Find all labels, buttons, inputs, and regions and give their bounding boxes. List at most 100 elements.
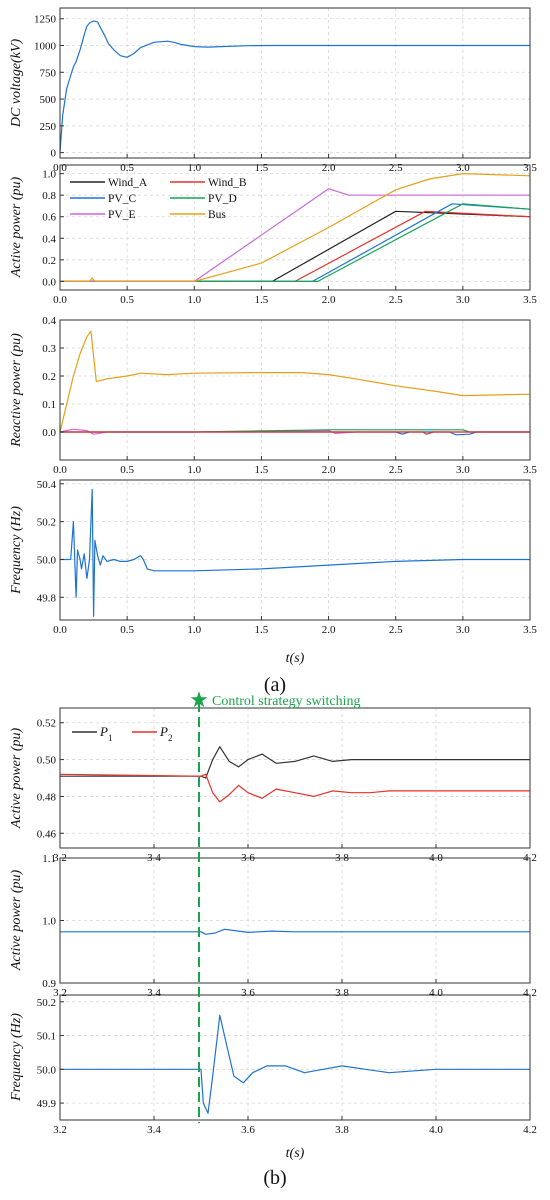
y-axis-label: Active power (pu) — [9, 728, 24, 830]
x-axis-label-a: t(s) — [286, 651, 305, 666]
x-tick-label: 3.8 — [335, 987, 349, 999]
x-tick-label: 1.5 — [255, 624, 269, 636]
plot-frame — [59, 994, 531, 1121]
y-tick-label: 250 — [40, 121, 57, 133]
x-tick-label: 3.8 — [335, 1124, 349, 1136]
series-line-a1-0 — [60, 20, 530, 153]
chart-panel-b3: 3.2 3.4 3.6 3.8 4.0 4.2 49.9 50.0 50.1 50.2 Freque… — [9, 994, 537, 1136]
y-tick-label: 0.50 — [37, 755, 57, 767]
series-line-a3-0 — [60, 330, 530, 433]
legend-item-label: PV_D — [208, 193, 237, 205]
y-axis-label: DC voltage(kV) — [9, 39, 24, 129]
y-tick-label: 1.0 — [42, 169, 56, 181]
y-tick-label: 50.2 — [37, 517, 56, 529]
chart-panel-a4: 0.0 0.5 1.0 1.5 2.0 2.5 3.0 3.5 49.8 50.0 50.2 50.4… — [9, 479, 537, 636]
plot-frame — [59, 707, 531, 849]
x-tick-label: 4.2 — [523, 987, 537, 999]
legend-item-label: Wind_B — [208, 177, 247, 189]
series-line-p1 — [60, 746, 530, 779]
x-tick-label: 0.0 — [53, 294, 67, 306]
x-tick-label: 0.0 — [53, 464, 67, 476]
x-tick-label: 0.5 — [120, 464, 134, 476]
plot-frame — [59, 7, 531, 159]
series-line-wind_b — [60, 210, 530, 282]
x-tick-label: 1.5 — [255, 294, 269, 306]
x-tick-label: 3.0 — [456, 294, 470, 306]
y-tick-label: 49.8 — [37, 592, 57, 604]
overlay-layer: ★ Control strategy switching (a) (b) t(s… — [189, 651, 360, 1189]
y-tick-label: 0.3 — [42, 343, 56, 355]
y-tick-label: 0.0 — [42, 427, 56, 439]
plot-frame — [59, 164, 531, 291]
chart-panel-a1: 0.0 0.5 1.0 1.5 2.0 2.5 3.0 3.50250500750100012… — [9, 7, 537, 174]
x-tick-label: 3.4 — [147, 1124, 161, 1136]
y-tick-label: 750 — [40, 67, 57, 79]
x-tick-label: 2.0 — [322, 294, 336, 306]
x-tick-label: 1.5 — [255, 464, 269, 476]
chart-panel-a2: 0.0 0.5 1.0 1.5 2.0 2.5 3.0 3.5 0.0 0.2 0.4 0.6 0.8 1… — [9, 164, 537, 306]
x-tick-label: 3.5 — [523, 624, 537, 636]
x-tick-label: 4.0 — [429, 987, 443, 999]
y-tick-label: 50.2 — [37, 997, 56, 1009]
y-tick-label: 0.6 — [42, 212, 56, 224]
panel-label-a: (a) — [264, 674, 286, 696]
chart-panel-b2: 3.2 3.4 3.6 3.8 4.0 4.2 0.9 1.0 1.1 Active power … — [9, 853, 537, 999]
y-axis-label: Active power (pu) — [9, 177, 24, 279]
x-tick-label: 3.0 — [456, 464, 470, 476]
y-tick-label: 0.2 — [42, 255, 56, 267]
x-tick-label: 1.0 — [187, 624, 201, 636]
y-tick-label: 0.48 — [37, 791, 57, 803]
y-tick-label: 0.52 — [37, 718, 56, 730]
y-tick-label: 50.4 — [37, 479, 57, 491]
x-tick-label: 3.2 — [53, 987, 67, 999]
y-tick-label: 0.0 — [42, 276, 56, 288]
x-tick-label: 2.5 — [389, 624, 403, 636]
x-tick-label: 3.6 — [241, 1124, 255, 1136]
y-tick-label: 49.9 — [37, 1098, 57, 1110]
series-line-b3-0 — [60, 1014, 530, 1114]
x-tick-label: 0.5 — [120, 624, 134, 636]
y-tick-label: 0.8 — [42, 190, 56, 202]
legend-item-label: P2 — [159, 724, 172, 743]
y-axis-label: Active power (pu) — [9, 870, 24, 972]
series-line-a4-0 — [60, 488, 530, 617]
x-tick-label: 4.2 — [523, 1124, 537, 1136]
x-tick-label: 2.5 — [389, 294, 403, 306]
star-icon: ★ — [189, 687, 209, 712]
x-tick-label: 0.5 — [120, 294, 134, 306]
x-tick-label: 2.5 — [389, 464, 403, 476]
y-tick-label: 0.4 — [42, 315, 56, 327]
series-line-p2 — [60, 773, 530, 803]
legend-item-label: Bus — [208, 209, 226, 221]
y-tick-label: 1250 — [34, 14, 57, 26]
x-tick-label: 3.5 — [523, 464, 537, 476]
y-axis-label: Frequency (Hz) — [9, 1013, 24, 1102]
chart-panel-b1: 3.23.43.63.84.04.20.460.480.500.52Active… — [9, 707, 537, 864]
y-tick-label: 500 — [40, 94, 57, 106]
x-tick-label: 1.0 — [187, 294, 201, 306]
series-line-bus — [60, 173, 530, 282]
x-tick-label: 3.5 — [523, 294, 537, 306]
legend-item-label: PV_C — [108, 193, 136, 205]
y-axis-label: Reactive power (pu) — [9, 333, 24, 448]
y-tick-label: 1.0 — [42, 916, 56, 928]
legend-item-label: P1 — [99, 724, 112, 743]
y-tick-label: 0.9 — [42, 978, 56, 990]
control-switch-annotation: Control strategy switching — [212, 694, 361, 709]
chart-panel-a3: 0.0 0.5 1.0 1.5 2.0 2.5 3.0 3.5 0.0 0.1 0.2 0.3 0.4 R… — [9, 315, 537, 476]
x-tick-label: 2.0 — [322, 624, 336, 636]
panel-label-b: (b) — [263, 1167, 286, 1189]
x-tick-label: 4.0 — [429, 1124, 443, 1136]
x-axis-label-b: t(s) — [286, 1146, 305, 1161]
y-tick-label: 0.46 — [37, 828, 57, 840]
panels-layer: 0.0 0.5 1.0 1.5 2.0 2.5 3.0 3.5 0 250 500 750 1000 12… — [9, 7, 537, 1136]
series-line-wind_a — [60, 210, 530, 282]
x-tick-label: 2.0 — [322, 464, 336, 476]
y-tick-label: 0.1 — [42, 399, 56, 411]
plot-frame — [59, 319, 531, 461]
legend-item-label: Wind_A — [108, 177, 148, 189]
y-tick-label: 50.1 — [37, 1031, 56, 1043]
x-tick-label: 3.4 — [147, 987, 161, 999]
y-tick-label: 1000 — [34, 41, 57, 53]
series-line-a3-4 — [60, 431, 530, 435]
